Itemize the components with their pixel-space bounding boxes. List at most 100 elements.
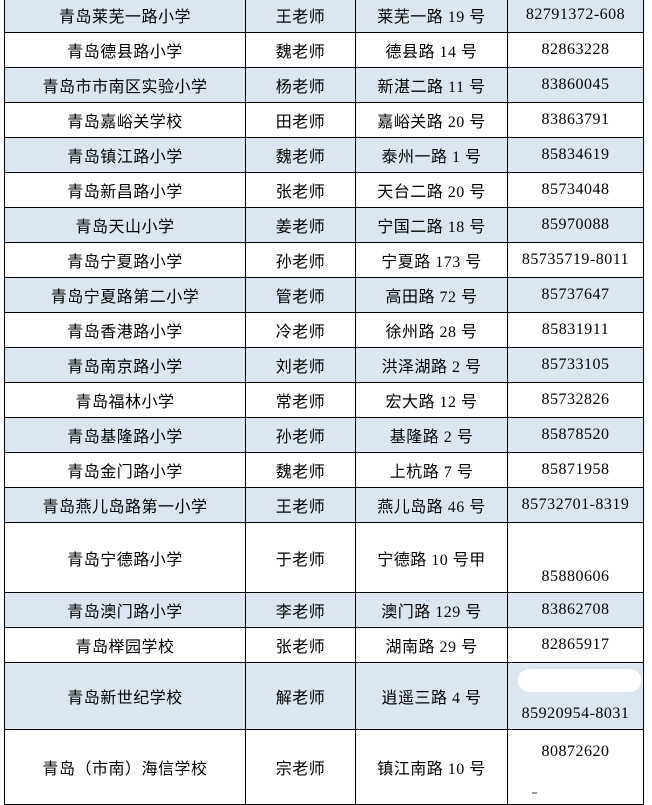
phone-number: 83863791 — [541, 111, 610, 128]
address-cell: 莱芜一路 19 号 — [355, 0, 508, 33]
phone-cell: 85732826 — [507, 382, 644, 418]
school-name-cell: 青岛天山小学 — [4, 207, 246, 243]
phone-cell: 82863228 — [507, 32, 644, 68]
address-cell: 宏大路 12 号 — [355, 382, 508, 418]
phone-cell: 83862708 — [507, 592, 644, 628]
phone-number: 85732826 — [541, 391, 610, 408]
school-contact-table: 青岛莱芜一路小学 王老师 莱芜一路 19 号 82791372-608 青岛德县路小学魏… — [4, 0, 644, 805]
address-cell: 德县路 14 号 — [355, 32, 508, 68]
table-row: 青岛燕儿岛路第一小学 王老师 燕儿岛路 46 号 85732701-8319 — [4, 487, 644, 523]
school-name-cell: 青岛金门路小学 — [4, 452, 246, 488]
teacher-name-cell: 魏老师 — [245, 452, 356, 488]
teacher-name-cell: 解老师 — [245, 662, 356, 730]
school-name-cell: 青岛宁夏路小学 — [4, 242, 246, 278]
table-row: 青岛南京路小学 刘老师 洪泽湖路 2 号 85733105 — [4, 347, 644, 383]
table-row: 青岛澳门路小学 李老师 澳门路 129 号 83862708 — [4, 592, 644, 628]
address-cell: 天台二路 20 号 — [355, 172, 508, 208]
teacher-name-cell: 张老师 — [245, 172, 356, 208]
school-name-cell: 青岛澳门路小学 — [4, 592, 246, 628]
redaction-box — [518, 669, 641, 692]
phone-cell: 85737647 — [507, 277, 644, 313]
school-name-cell: 青岛德县路小学 — [4, 32, 246, 68]
table-row: 青岛宁德路小学 于老师 宁德路 10 号甲 85880606 — [4, 522, 644, 593]
teacher-name-cell: 孙老师 — [245, 242, 356, 278]
phone-cell: 82865917 — [507, 627, 644, 663]
phone-cell: 85732701-8319 — [507, 487, 644, 523]
teacher-name-cell: 田老师 — [245, 102, 356, 138]
address-cell: 上杭路 7 号 — [355, 452, 508, 488]
teacher-name-cell: 孙老师 — [245, 417, 356, 453]
phone-number: 85831911 — [541, 321, 610, 338]
table-row: 青岛宁夏路第二小学 管老师 高田路 72 号 85737647 — [4, 277, 644, 313]
teacher-name-cell: 王老师 — [245, 0, 356, 33]
school-name-cell: 青岛新世纪学校 — [4, 662, 246, 730]
teacher-name-cell: 杨老师 — [245, 67, 356, 103]
phone-number: 85871958 — [541, 461, 610, 478]
address-cell: 湖南路 29 号 — [355, 627, 508, 663]
phone-cell: 85733105 — [507, 347, 644, 383]
phone-cell: 85834619 — [507, 137, 644, 173]
school-name-cell: 青岛市市南区实验小学 — [4, 67, 246, 103]
phone-number: 85834619 — [541, 146, 610, 163]
table-row: 青岛天山小学 姜老师 宁国二路 18 号 85970088 — [4, 207, 644, 243]
stray-mark — [532, 792, 537, 794]
address-cell: 宁国二路 18 号 — [355, 207, 508, 243]
phone-cell: 80872620 — [507, 729, 644, 805]
phone-number: 82865917 — [541, 636, 610, 653]
teacher-name-cell: 常老师 — [245, 382, 356, 418]
school-name-cell: 青岛宁德路小学 — [4, 522, 246, 593]
teacher-name-cell: 魏老师 — [245, 137, 356, 173]
address-cell: 徐州路 28 号 — [355, 312, 508, 348]
phone-cell: 85878520 — [507, 417, 644, 453]
table-row: 青岛福林小学 常老师 宏大路 12 号 85732826 — [4, 382, 644, 418]
school-name-cell: 青岛燕儿岛路第一小学 — [4, 487, 246, 523]
teacher-name-cell: 魏老师 — [245, 32, 356, 68]
school-name-cell: 青岛南京路小学 — [4, 347, 246, 383]
phone-cell: 85970088 — [507, 207, 644, 243]
school-name-cell: 青岛莱芜一路小学 — [4, 0, 246, 33]
phone-cell: 85880606 — [507, 522, 644, 593]
phone-number: 85737647 — [541, 286, 610, 303]
table-row: 青岛榉园学校 张老师 湖南路 29 号 82865917 — [4, 627, 644, 663]
table-row: 青岛（市南）海信学校 宗老师 镇江南路 10 号 80872620 — [4, 729, 644, 805]
phone-cell: 83860045 — [507, 67, 644, 103]
school-name-cell: 青岛嘉峪关学校 — [4, 102, 246, 138]
table-row: 青岛镇江路小学 魏老师 泰州一路 1 号 85834619 — [4, 137, 644, 173]
address-cell: 宁夏路 173 号 — [355, 242, 508, 278]
school-name-cell: 青岛福林小学 — [4, 382, 246, 418]
school-name-cell: 青岛（市南）海信学校 — [4, 729, 246, 805]
table-row: 青岛基隆路小学 孙老师 基隆路 2 号 85878520 — [4, 417, 644, 453]
address-cell: 镇江南路 10 号 — [355, 729, 508, 805]
address-cell: 逍遥三路 4 号 — [355, 662, 508, 730]
phone-cell: 85920954-8031 — [507, 662, 644, 730]
phone-cell: 85735719-8011 — [507, 242, 644, 278]
school-name-cell: 青岛新昌路小学 — [4, 172, 246, 208]
teacher-name-cell: 管老师 — [245, 277, 356, 313]
table-row: 青岛金门路小学 魏老师 上杭路 7 号 85871958 — [4, 452, 644, 488]
phone-cell: 82791372-608 — [507, 0, 644, 33]
teacher-name-cell: 李老师 — [245, 592, 356, 628]
address-cell: 澳门路 129 号 — [355, 592, 508, 628]
school-name-cell: 青岛基隆路小学 — [4, 417, 246, 453]
phone-cell: 85831911 — [507, 312, 644, 348]
address-cell: 高田路 72 号 — [355, 277, 508, 313]
teacher-name-cell: 王老师 — [245, 487, 356, 523]
table-row: 青岛莱芜一路小学 王老师 莱芜一路 19 号 82791372-608 — [4, 0, 644, 33]
address-cell: 新湛二路 11 号 — [355, 67, 508, 103]
phone-number: 82863228 — [541, 41, 610, 58]
teacher-name-cell: 冷老师 — [245, 312, 356, 348]
school-name-cell: 青岛镇江路小学 — [4, 137, 246, 173]
phone-number: 83862708 — [541, 601, 610, 618]
phone-number: 85734048 — [541, 181, 610, 198]
teacher-name-cell: 刘老师 — [245, 347, 356, 383]
phone-number: 85735719-8011 — [521, 251, 630, 268]
teacher-name-cell: 姜老师 — [245, 207, 356, 243]
phone-cell: 85871958 — [507, 452, 644, 488]
table-row: 青岛新世纪学校 解老师 逍遥三路 4 号 85920954-8031 — [4, 662, 644, 730]
table-row: 青岛德县路小学 魏老师 德县路 14 号 82863228 — [4, 32, 644, 68]
phone-cell: 83863791 — [507, 102, 644, 138]
teacher-name-cell: 宗老师 — [245, 729, 356, 805]
phone-cell: 85734048 — [507, 172, 644, 208]
address-cell: 洪泽湖路 2 号 — [355, 347, 508, 383]
